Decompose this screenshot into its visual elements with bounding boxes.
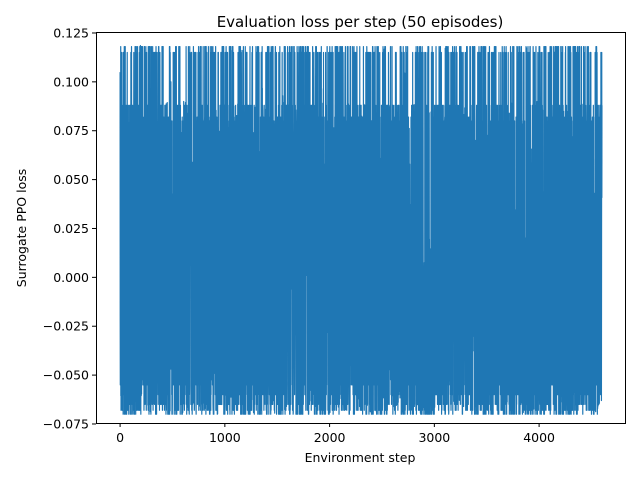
- y-tick-label: 0.075: [53, 123, 89, 138]
- series-line: [119, 45, 603, 415]
- y-tick-label: −0.050: [43, 368, 89, 383]
- y-tick-label: 0.125: [53, 25, 89, 40]
- y-tick-label: 0.025: [53, 221, 89, 236]
- y-axis-ticks: −0.075 −0.050 −0.025 0.000 0.025 0.050 0.075 0.…: [43, 25, 96, 431]
- x-tick-label: 0: [116, 430, 124, 445]
- x-tick-label: 3000: [418, 430, 450, 445]
- y-tick-label: −0.075: [43, 416, 89, 431]
- plot-frame: [96, 32, 626, 424]
- chart-title: Evaluation loss per step (50 episodes): [217, 13, 504, 31]
- x-tick-label: 2000: [314, 430, 346, 445]
- y-tick-label: 0.100: [53, 74, 89, 89]
- x-tick-label: 4000: [523, 430, 555, 445]
- y-tick-label: 0.000: [53, 270, 89, 285]
- y-tick-label: −0.025: [43, 319, 89, 334]
- x-axis-label: Environment step: [305, 450, 416, 465]
- series-layer: [119, 45, 603, 415]
- y-axis-label: Surrogate PPO loss: [14, 169, 29, 287]
- y-tick-label: 0.050: [53, 172, 89, 187]
- x-tick-label: 1000: [209, 430, 241, 445]
- x-axis-ticks: 0 1000 2000 3000 4000: [116, 423, 555, 445]
